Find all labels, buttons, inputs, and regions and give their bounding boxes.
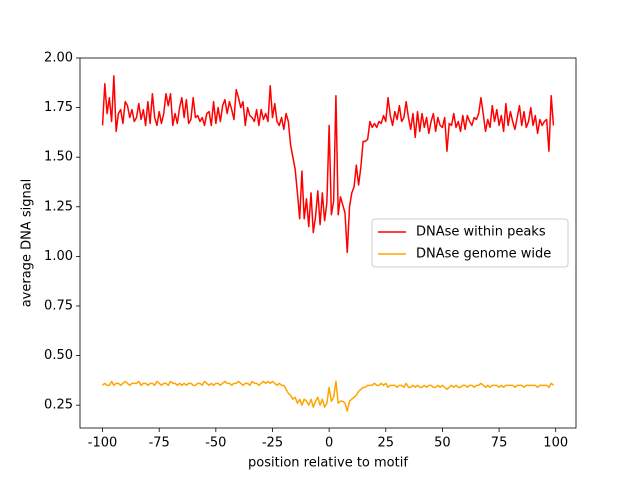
legend-box (371, 218, 569, 268)
y-tick-label: 1.75 (44, 100, 73, 115)
x-tick-label: 100 (543, 436, 568, 451)
data-line (101, 75, 555, 254)
legend-label: DNAse within peaks (416, 225, 546, 240)
x-tick-label: -50 (205, 436, 226, 451)
legend-label: DNAse genome wide (416, 247, 551, 262)
y-tick-label: 0.50 (44, 348, 73, 363)
y-tick-label: 1.00 (44, 249, 73, 264)
x-tick-label: -100 (88, 436, 118, 451)
x-axis-label: position relative to motif (248, 456, 408, 471)
x-tick-label: -25 (262, 436, 283, 451)
y-tick-label: 1.50 (44, 150, 73, 165)
plot-frame (79, 57, 577, 429)
y-tick-label: 1.25 (44, 199, 73, 214)
y-axis-label: average DNA signal (20, 179, 35, 308)
data-line (102, 380, 554, 412)
y-tick-label: 0.75 (44, 298, 73, 313)
x-tick-label: -75 (149, 436, 170, 451)
x-tick-label: 0 (325, 436, 333, 451)
x-tick-label: 50 (434, 436, 451, 451)
x-tick-label: 75 (491, 436, 508, 451)
x-tick-label: 25 (378, 436, 395, 451)
y-tick-label: 0.25 (44, 398, 73, 413)
y-tick-label: 2.00 (44, 51, 73, 66)
